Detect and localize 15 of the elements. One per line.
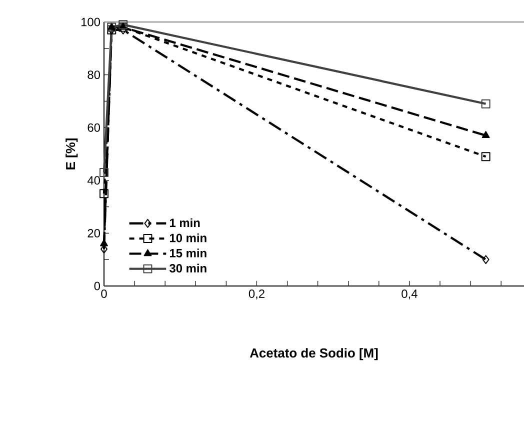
x-axis-title: Acetato de Sodio [M]	[250, 348, 378, 360]
x-tick-label: 0,2	[248, 290, 264, 300]
x-tick-label: 0,4	[402, 290, 418, 300]
y-axis-title: E [%]	[66, 138, 78, 170]
legend-label: 15 min	[170, 248, 206, 258]
x-tick-label: 0	[101, 290, 107, 298]
y-tick-label: 60	[88, 123, 100, 132]
y-tick-label: 40	[87, 176, 100, 185]
y-tick-label: 20	[88, 228, 100, 238]
y-tick-label: 0	[94, 282, 100, 290]
y-tick-label: 80	[88, 70, 100, 80]
legend-label: 30 min	[170, 264, 206, 273]
legend-label: 10 min	[170, 233, 206, 242]
legend-label: 1 min	[170, 218, 200, 227]
y-tick-label: 100	[81, 18, 100, 26]
